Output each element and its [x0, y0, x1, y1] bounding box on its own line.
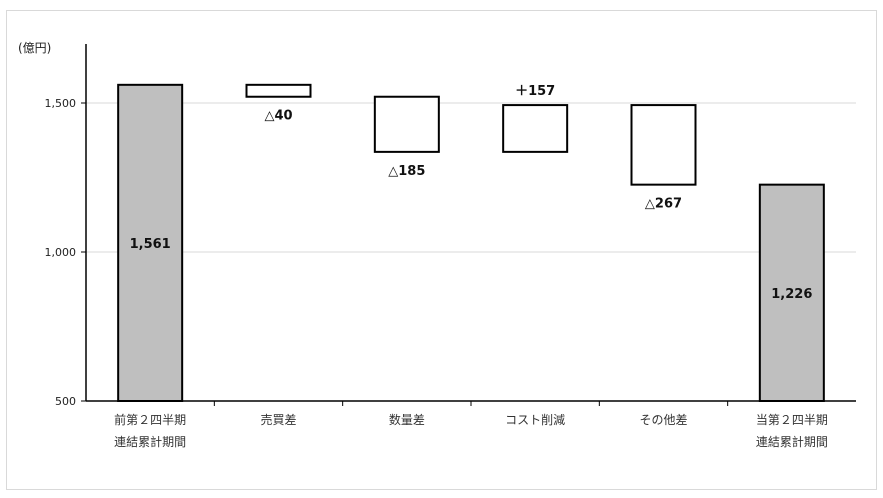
x-category-label: 前第２四半期: [114, 412, 186, 427]
data-label: △267: [645, 197, 682, 212]
data-labels: 1,561 △40 △185 ＋157 △267 1,226: [130, 84, 813, 302]
x-category-label: 当第２四半期: [756, 413, 828, 427]
axes: [85, 44, 856, 406]
x-category-label: 連結累計期間: [756, 434, 828, 449]
y-tick-label: 500: [55, 395, 76, 408]
x-category-label: その他差: [639, 413, 687, 427]
x-category-label: 数量差: [389, 412, 425, 427]
bars: [117, 83, 825, 403]
x-category-label: 売買差: [260, 412, 296, 427]
data-label: 1,226: [771, 287, 812, 302]
total-bar: [758, 183, 825, 402]
change-bar: [373, 95, 440, 153]
data-label: △185: [388, 164, 425, 179]
y-tick-label: 1,000: [45, 246, 77, 259]
y-axis-unit-label: (億円): [18, 41, 51, 55]
x-category-label: コスト削減: [505, 412, 565, 427]
x-category-label: 連結累計期間: [114, 434, 186, 449]
change-bar: [502, 104, 569, 153]
change-bar: [630, 104, 697, 186]
data-label: 1,561: [130, 237, 171, 252]
gridlines: [86, 102, 856, 253]
y-tick-label: 1,500: [45, 97, 77, 110]
data-label: △40: [264, 109, 292, 124]
data-label: ＋157: [515, 84, 555, 99]
y-axis-ticks: 500 1,000 1,500: [45, 97, 86, 408]
change-bar: [245, 83, 312, 98]
